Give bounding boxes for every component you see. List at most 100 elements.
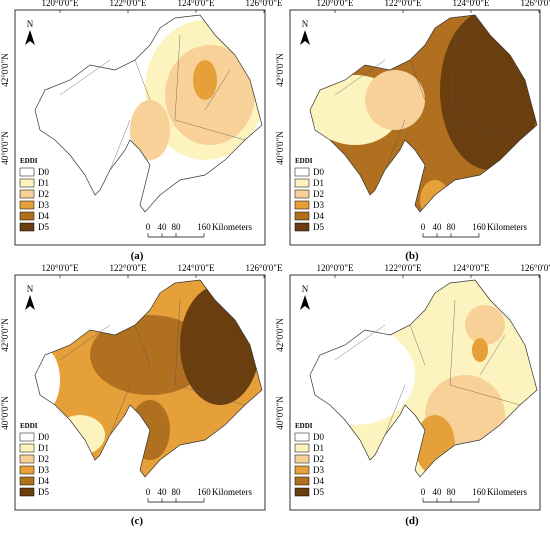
lat-label: 40°0'0"N bbox=[0, 131, 10, 165]
lon-label: 122°0'0"E bbox=[110, 0, 147, 8]
county-border bbox=[109, 384, 131, 436]
north-label: N bbox=[302, 284, 309, 294]
scale-unit: Kilometers bbox=[487, 487, 527, 497]
county-border bbox=[134, 59, 151, 101]
legend-swatch bbox=[19, 189, 35, 199]
legend-label: D2 bbox=[313, 454, 324, 464]
legend-swatch bbox=[19, 178, 35, 188]
legend-label: D5 bbox=[313, 222, 324, 232]
legend-label: D2 bbox=[38, 454, 49, 464]
county-border bbox=[449, 119, 521, 141]
county-border bbox=[409, 324, 426, 366]
county-border bbox=[449, 299, 456, 386]
lat-label: 42°0'0"N bbox=[0, 318, 10, 352]
legend-label: D1 bbox=[38, 178, 49, 188]
scale-unit: Kilometers bbox=[487, 222, 527, 232]
drought-zone bbox=[365, 70, 425, 130]
legend-swatch bbox=[294, 178, 310, 188]
county-border bbox=[449, 384, 521, 406]
scale-tick-label: 40 bbox=[433, 222, 443, 232]
legend-label: D4 bbox=[38, 476, 49, 486]
lon-label: 126°0'0"E bbox=[246, 263, 283, 273]
scale-tick-label: 160 bbox=[197, 487, 211, 497]
lon-label: 120°0'0"E bbox=[42, 0, 79, 8]
north-label: N bbox=[27, 19, 34, 29]
legend-label: D3 bbox=[38, 465, 49, 475]
scale-unit: Kilometers bbox=[212, 487, 252, 497]
lat-label: 42°0'0"N bbox=[275, 318, 285, 352]
lon-label: 126°0'0"E bbox=[521, 263, 550, 273]
county-border bbox=[449, 34, 456, 121]
scale-tick-label: 40 bbox=[433, 487, 443, 497]
county-border bbox=[334, 59, 386, 96]
legend-swatch bbox=[294, 487, 310, 497]
legend-swatch bbox=[294, 476, 310, 486]
lon-label: 126°0'0"E bbox=[246, 0, 283, 8]
legend-swatch bbox=[19, 222, 35, 232]
lat-label: 40°0'0"N bbox=[275, 396, 285, 430]
map-panel: 120°0'0"E 122°0'0"E 124°0'0"E 126°0'0"E 42°0… bbox=[0, 263, 283, 527]
panel-label: (b) bbox=[405, 250, 419, 262]
province-outline bbox=[34, 279, 263, 478]
lon-label: 124°0'0"E bbox=[453, 0, 490, 8]
drought-zones bbox=[310, 15, 537, 212]
county-border bbox=[59, 59, 111, 96]
legend-label: D0 bbox=[38, 167, 49, 177]
north-arrow bbox=[25, 295, 35, 310]
legend-swatch bbox=[19, 487, 35, 497]
county-border bbox=[334, 324, 386, 361]
drought-zone bbox=[130, 100, 170, 160]
drought-zone bbox=[90, 315, 210, 395]
legend-label: D1 bbox=[313, 178, 324, 188]
legend-swatch bbox=[294, 189, 310, 199]
scale-tick-label: 160 bbox=[472, 222, 486, 232]
north-arrow bbox=[25, 30, 35, 45]
legend-swatch bbox=[19, 432, 35, 442]
legend-swatch bbox=[19, 476, 35, 486]
county-border bbox=[109, 119, 131, 171]
legend-label: D0 bbox=[38, 432, 49, 442]
scale-tick-label: 0 bbox=[146, 487, 151, 497]
scale-tick-label: 0 bbox=[146, 222, 151, 232]
map-panel: 120°0'0"E 122°0'0"E 124°0'0"E 126°0'0"E 42°0… bbox=[275, 263, 550, 527]
county-border bbox=[174, 384, 246, 406]
province-outline bbox=[34, 14, 263, 213]
legend-title: EDDI bbox=[20, 422, 38, 430]
lon-label: 124°0'0"E bbox=[178, 0, 215, 8]
scale-tick-label: 80 bbox=[447, 222, 457, 232]
north-arrow bbox=[300, 30, 310, 45]
county-border bbox=[479, 69, 506, 111]
legend-swatch bbox=[294, 167, 310, 177]
legend-label: D3 bbox=[313, 200, 324, 210]
county-border bbox=[204, 334, 231, 376]
drought-zone bbox=[465, 305, 505, 345]
legend-swatch bbox=[294, 443, 310, 453]
panel-label: (d) bbox=[405, 515, 419, 527]
legend-label: D3 bbox=[38, 200, 49, 210]
scale-tick-label: 80 bbox=[172, 487, 182, 497]
lat-label: 42°0'0"N bbox=[275, 53, 285, 87]
legend-swatch bbox=[19, 211, 35, 221]
legend-title: EDDI bbox=[20, 157, 38, 165]
lat-label: 40°0'0"N bbox=[275, 131, 285, 165]
lon-label: 124°0'0"E bbox=[453, 263, 490, 273]
legend-swatch bbox=[294, 200, 310, 210]
legend-label: D4 bbox=[313, 476, 324, 486]
legend-swatch bbox=[19, 200, 35, 210]
lon-label: 122°0'0"E bbox=[385, 0, 422, 8]
scale-tick-label: 40 bbox=[158, 487, 168, 497]
scale-tick-label: 0 bbox=[421, 222, 426, 232]
lon-label: 120°0'0"E bbox=[42, 263, 79, 273]
legend-label: D1 bbox=[313, 443, 324, 453]
legend-label: D2 bbox=[313, 189, 324, 199]
province-outline bbox=[309, 14, 538, 213]
legend-swatch bbox=[19, 465, 35, 475]
county-border bbox=[59, 324, 111, 361]
legend-label: D4 bbox=[38, 211, 49, 221]
county-border bbox=[134, 324, 151, 366]
legend-label: D4 bbox=[313, 211, 324, 221]
scale-unit: Kilometers bbox=[212, 222, 252, 232]
legend-swatch bbox=[294, 432, 310, 442]
province-outline bbox=[309, 279, 538, 478]
scale-tick-label: 80 bbox=[447, 487, 457, 497]
